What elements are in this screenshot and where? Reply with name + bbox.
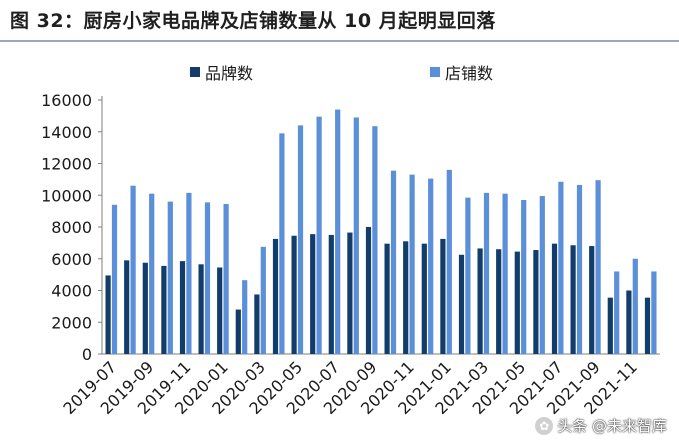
bar-brand [458, 254, 465, 354]
y-tick-label: 2000 [51, 313, 92, 332]
bar-store [242, 280, 248, 354]
bar-store [651, 271, 657, 354]
figure-title: 图 32：厨房小家电品牌及店铺数量从 10 月起明显回落 [10, 10, 496, 32]
bar-brand [254, 294, 260, 354]
bar-store [446, 169, 452, 354]
bar-store [502, 193, 508, 354]
bar-store [204, 202, 211, 354]
chart-legend: 品牌数 店铺数 [0, 60, 679, 84]
bar-brand [105, 275, 111, 354]
legend-label-brand: 品牌数 [205, 64, 254, 83]
bar-store [279, 133, 285, 354]
bar-store [390, 170, 397, 354]
bar-brand [179, 261, 186, 354]
legend-item-store: 店铺数 [430, 60, 493, 84]
bar-brand [626, 290, 632, 354]
legend-label-store: 店铺数 [445, 64, 494, 83]
bar-brand [235, 309, 241, 354]
bar-store [316, 116, 322, 354]
bar-store [465, 197, 471, 354]
bar-brand [589, 246, 595, 354]
bar-store [539, 196, 545, 354]
bar-store [483, 192, 490, 354]
bar-brand [421, 243, 427, 354]
y-tick-label: 4000 [51, 282, 92, 301]
bar-brand [496, 249, 502, 354]
bar-store [353, 117, 359, 355]
legend-item-brand: 品牌数 [190, 60, 253, 84]
bar-store [595, 180, 601, 354]
bar-brand [533, 250, 539, 354]
bar-store [372, 126, 378, 354]
watermark: ✿ 头条 @未来智库 [535, 415, 667, 436]
bar-store [130, 185, 136, 354]
legend-swatch-store [430, 67, 440, 77]
bar-brand [142, 262, 148, 354]
bar-store [149, 193, 155, 354]
bar-brand [198, 264, 204, 354]
bar-store [632, 258, 638, 354]
bar-brand [217, 267, 223, 354]
watermark-logo-icon: ✿ [535, 416, 554, 435]
bar-store [614, 271, 620, 354]
bar-brand [272, 238, 279, 354]
bar-brand [347, 232, 353, 354]
y-tick-label: 14000 [41, 123, 92, 142]
bar-store [335, 109, 341, 354]
bar-store [409, 174, 415, 354]
figure-title-bar: 图 32：厨房小家电品牌及店铺数量从 10 月起明显回落 [0, 0, 679, 42]
y-tick-label: 10000 [41, 186, 92, 205]
bar-store [428, 178, 434, 354]
bar-brand [291, 235, 297, 354]
bar-brand [644, 297, 651, 354]
bar-store [297, 125, 304, 355]
bar-brand [365, 227, 372, 354]
bar-store [223, 203, 229, 354]
bar-brand [607, 297, 613, 354]
bar-brand [551, 243, 558, 354]
bar-brand [440, 238, 446, 354]
bar-store [111, 204, 118, 354]
bar-brand [124, 260, 130, 354]
y-tick-label: 12000 [41, 155, 92, 174]
bar-brand [570, 245, 576, 354]
y-tick-label: 0 [82, 345, 92, 364]
bar-brand [328, 234, 334, 354]
legend-swatch-brand [190, 67, 200, 77]
bar-store [576, 184, 583, 354]
y-tick-label: 16000 [41, 91, 92, 110]
bar-brand [161, 265, 167, 354]
bar-brand [403, 241, 409, 354]
bar-store [260, 246, 266, 354]
bar-store [186, 192, 192, 354]
bar-brand [310, 234, 316, 354]
y-tick-label: 6000 [51, 250, 92, 269]
title-divider [0, 40, 679, 42]
bar-store [521, 200, 527, 354]
bar-store [558, 181, 564, 354]
bar-store [167, 201, 173, 354]
y-tick-label: 8000 [51, 218, 92, 237]
watermark-text: 头条 @未来智库 [557, 417, 667, 435]
bar-brand [384, 243, 390, 354]
bar-brand [477, 248, 483, 354]
bar-brand [514, 251, 520, 354]
